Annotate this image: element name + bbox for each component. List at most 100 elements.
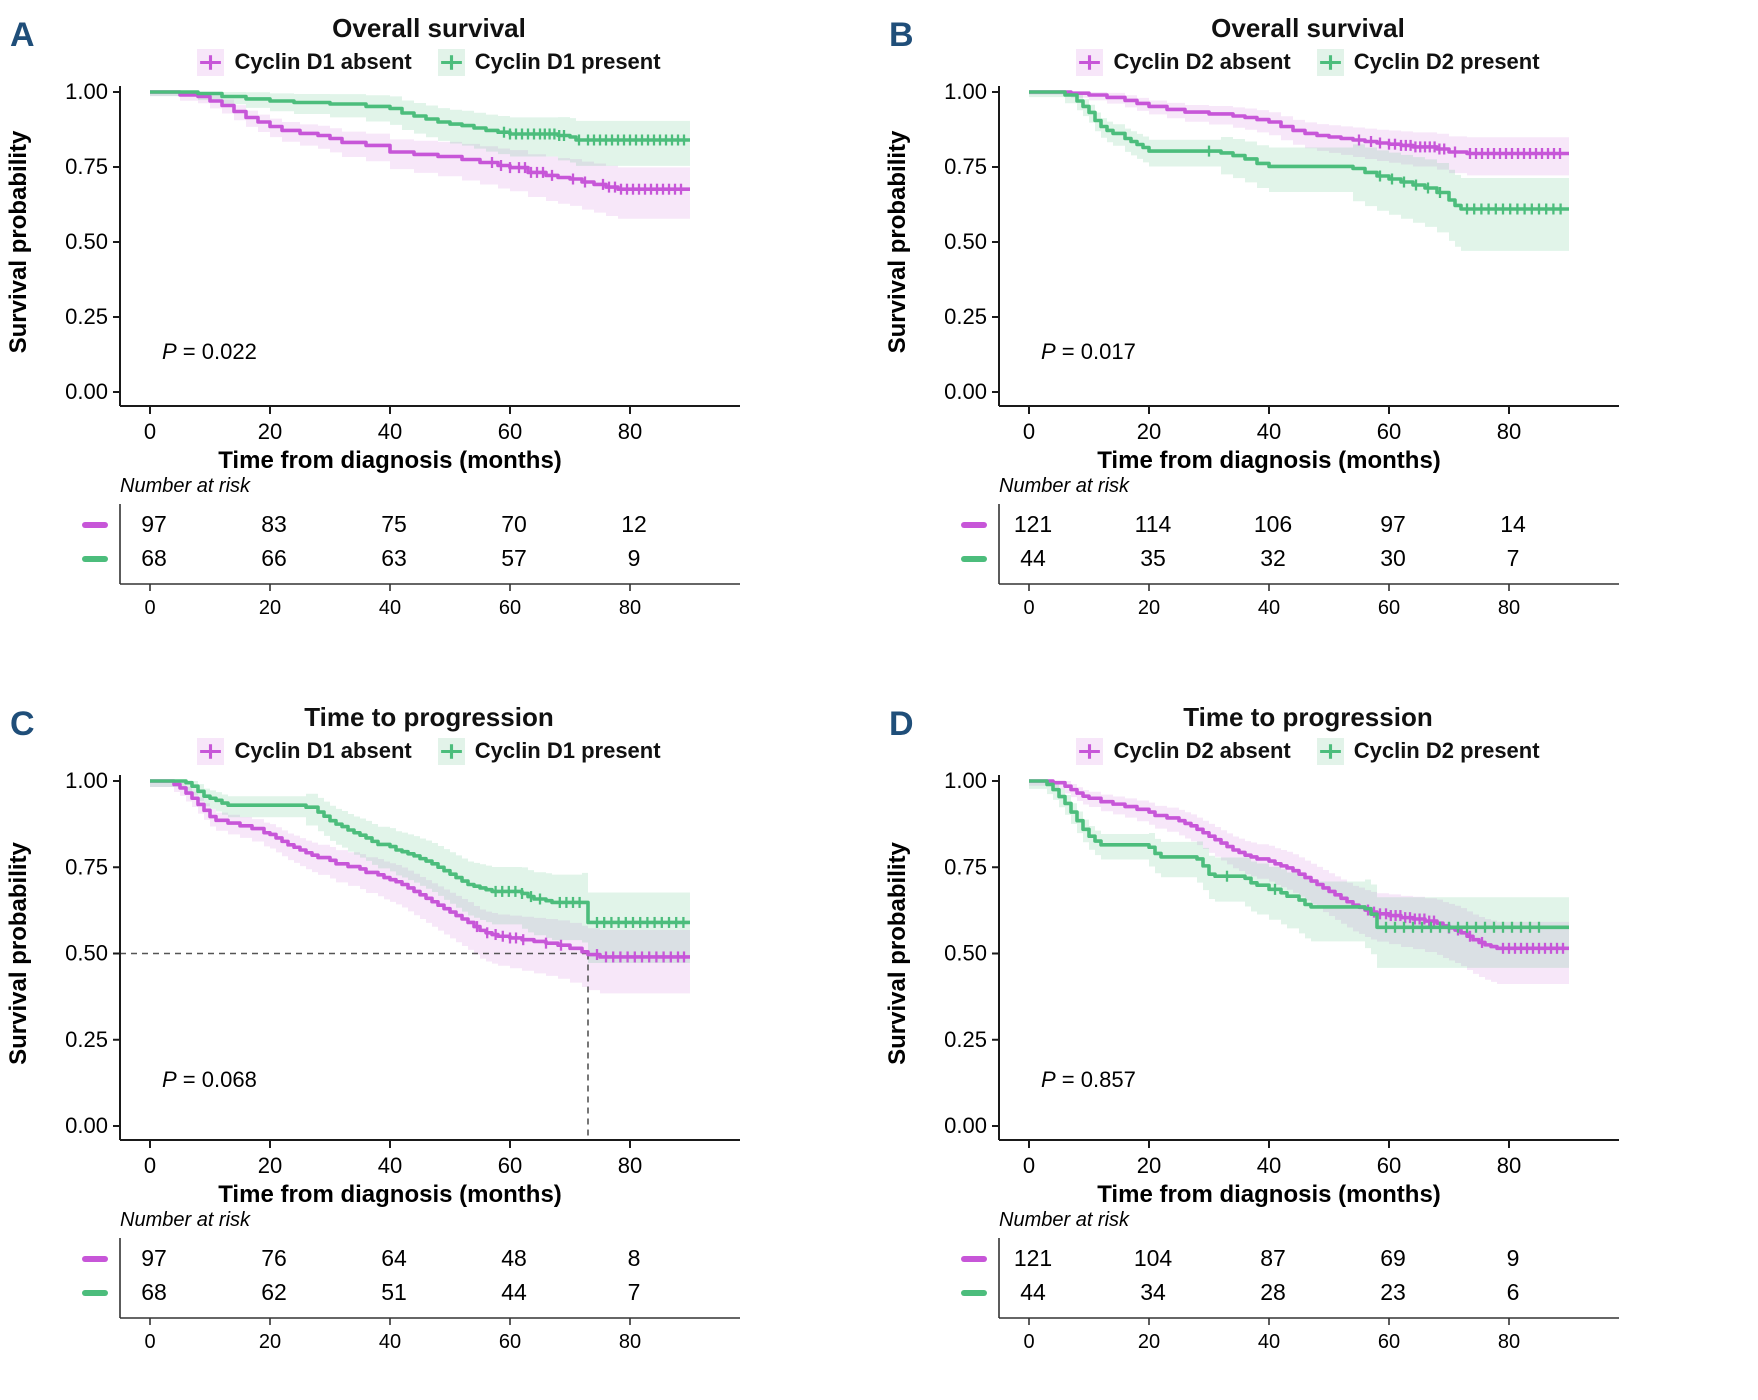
risk-count: 28 bbox=[1260, 1279, 1286, 1305]
number-at-risk-label: Number at risk bbox=[999, 475, 1130, 497]
risk-count: 62 bbox=[261, 1279, 287, 1305]
risk-axis-tick-label: 20 bbox=[259, 1331, 281, 1353]
confidence-band bbox=[1029, 781, 1569, 985]
y-tick-label: 0.00 bbox=[944, 1113, 987, 1138]
risk-count: 44 bbox=[501, 1279, 527, 1305]
plus-marker-icon bbox=[1076, 48, 1104, 76]
x-tick-label: 20 bbox=[1137, 419, 1161, 444]
y-tick-label: 0.00 bbox=[65, 379, 108, 404]
risk-count: 35 bbox=[1140, 545, 1166, 571]
y-axis-title: Survival probability bbox=[884, 130, 911, 353]
y-axis-title: Survival probability bbox=[884, 841, 911, 1064]
legend-item-present: Cyclin D2 present bbox=[1316, 48, 1540, 76]
risk-count: 48 bbox=[501, 1245, 527, 1271]
x-tick-label: 80 bbox=[618, 419, 642, 444]
km-plot-a: 1.00 0.75 0.50 0.25 0.00 0 20 40 60 80 Time from d… bbox=[5, 80, 740, 619]
panel-letter-c: C bbox=[10, 705, 35, 743]
y-tick-label: 0.75 bbox=[65, 154, 108, 179]
x-tick-label: 20 bbox=[1137, 1153, 1161, 1178]
x-tick-label: 20 bbox=[258, 419, 282, 444]
risk-row-swatch bbox=[82, 556, 108, 562]
plus-marker-icon bbox=[1076, 737, 1104, 765]
risk-axis-tick-label: 60 bbox=[499, 1331, 521, 1353]
panel-title: Time to progression bbox=[304, 702, 554, 732]
x-axis-title: Time from diagnosis (months) bbox=[218, 1181, 562, 1208]
risk-row-swatch bbox=[82, 1290, 108, 1296]
risk-row-swatch bbox=[82, 522, 108, 528]
y-tick-label: 0.50 bbox=[65, 941, 108, 966]
risk-count: 57 bbox=[501, 545, 527, 571]
risk-axis-tick-label: 60 bbox=[499, 597, 521, 619]
x-tick-label: 80 bbox=[1497, 419, 1521, 444]
p-value: P = 0.068 bbox=[162, 1067, 257, 1092]
risk-axis-tick-label: 60 bbox=[1378, 1331, 1400, 1353]
confidence-band bbox=[150, 92, 690, 172]
x-tick-label: 40 bbox=[1257, 1153, 1281, 1178]
risk-count: 9 bbox=[628, 545, 641, 571]
risk-count: 106 bbox=[1254, 511, 1292, 537]
risk-count: 32 bbox=[1260, 545, 1286, 571]
risk-count: 97 bbox=[141, 511, 167, 537]
risk-axis-tick-label: 80 bbox=[1498, 1331, 1520, 1353]
y-tick-label: 0.50 bbox=[944, 229, 987, 254]
risk-count: 44 bbox=[1020, 545, 1046, 571]
plus-marker-icon bbox=[197, 737, 225, 765]
y-axis-title: Survival probability bbox=[5, 841, 32, 1064]
risk-count: 121 bbox=[1014, 511, 1052, 537]
x-tick-label: 40 bbox=[378, 419, 402, 444]
x-tick-label: 60 bbox=[498, 1153, 522, 1178]
x-tick-label: 40 bbox=[378, 1153, 402, 1178]
risk-row-swatch bbox=[82, 1256, 108, 1262]
p-value: P = 0.857 bbox=[1041, 1067, 1136, 1092]
y-tick-label: 0.00 bbox=[944, 379, 987, 404]
x-tick-label: 0 bbox=[1023, 419, 1035, 444]
y-axis-title: Survival probability bbox=[5, 130, 32, 353]
risk-count: 63 bbox=[381, 545, 407, 571]
y-tick-label: 1.00 bbox=[944, 80, 987, 104]
risk-count: 70 bbox=[501, 511, 527, 537]
x-tick-label: 60 bbox=[1377, 1153, 1401, 1178]
p-value: P = 0.017 bbox=[1041, 339, 1136, 364]
risk-axis-tick-label: 40 bbox=[379, 1331, 401, 1353]
x-axis-title: Time from diagnosis (months) bbox=[1097, 1181, 1441, 1208]
risk-row-swatch bbox=[961, 556, 987, 562]
risk-row-swatch bbox=[961, 522, 987, 528]
x-tick-label: 0 bbox=[144, 419, 156, 444]
risk-count: 97 bbox=[141, 1245, 167, 1271]
number-at-risk-label: Number at risk bbox=[999, 1209, 1130, 1231]
y-tick-label: 0.50 bbox=[944, 941, 987, 966]
x-tick-label: 80 bbox=[618, 1153, 642, 1178]
risk-axis-tick-label: 40 bbox=[1258, 597, 1280, 619]
risk-count: 12 bbox=[621, 511, 647, 537]
risk-count: 30 bbox=[1380, 545, 1406, 571]
risk-count: 68 bbox=[141, 1279, 167, 1305]
y-tick-label: 0.25 bbox=[65, 304, 108, 329]
y-tick-label: 0.25 bbox=[65, 1027, 108, 1052]
plus-marker-icon bbox=[197, 48, 225, 76]
legend: Cyclin D2 absent Cyclin D2 present bbox=[879, 44, 1737, 80]
x-tick-label: 0 bbox=[1023, 1153, 1035, 1178]
y-tick-label: 1.00 bbox=[944, 769, 987, 793]
risk-count: 75 bbox=[381, 511, 407, 537]
legend-label-present: Cyclin D2 present bbox=[1353, 738, 1540, 763]
km-step-line bbox=[150, 779, 690, 925]
risk-axis-tick-label: 0 bbox=[1023, 597, 1034, 619]
risk-count: 83 bbox=[261, 511, 287, 537]
y-tick-label: 0.75 bbox=[944, 154, 987, 179]
plus-marker-icon bbox=[1316, 737, 1344, 765]
risk-count: 76 bbox=[261, 1245, 287, 1271]
risk-count: 7 bbox=[628, 1279, 641, 1305]
legend-label-absent: Cyclin D1 absent bbox=[234, 738, 412, 763]
risk-count: 114 bbox=[1135, 511, 1172, 537]
risk-count: 87 bbox=[1260, 1245, 1286, 1271]
risk-count: 44 bbox=[1020, 1279, 1046, 1305]
risk-count: 14 bbox=[1500, 511, 1526, 537]
risk-row-swatch bbox=[961, 1290, 987, 1296]
risk-count: 7 bbox=[1507, 545, 1520, 571]
x-tick-label: 60 bbox=[498, 419, 522, 444]
legend-label-present: Cyclin D2 present bbox=[1353, 49, 1540, 74]
panel-d: D Time to progression Cyclin D2 absent C… bbox=[879, 645, 1758, 1400]
